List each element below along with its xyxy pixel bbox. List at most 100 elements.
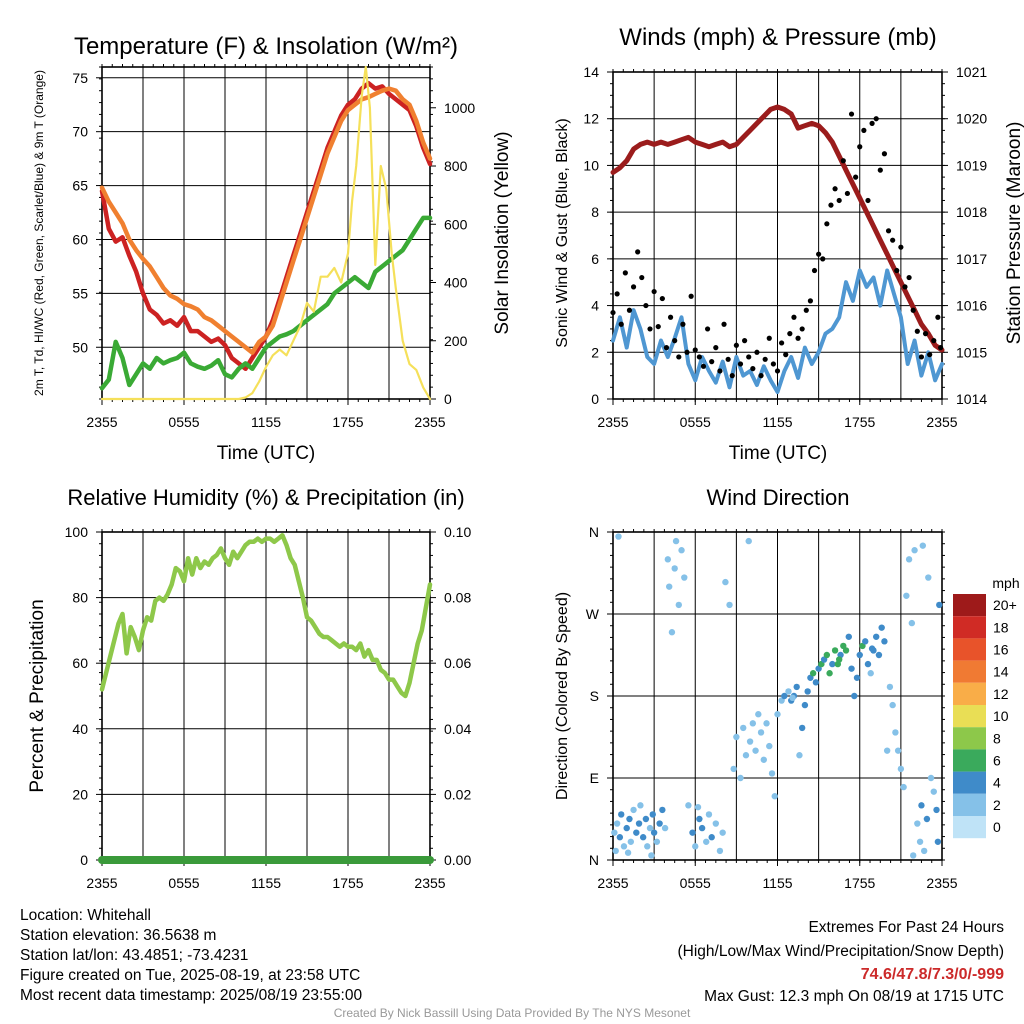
legend-swatch [953,616,986,639]
direction-point [664,556,672,563]
y-tick-label: 70 [72,124,88,140]
direction-point [623,824,630,832]
gust-point [721,321,727,327]
y-tick-label: 60 [72,655,88,671]
x-tick-label: 1755 [844,875,875,891]
direction-point [666,583,673,590]
y-tick-label: 0 [80,852,88,868]
x-tick-label: 1155 [251,414,281,430]
direction-point [689,829,696,836]
gust-point [643,302,649,309]
direction-point [675,601,682,609]
y-tick-label: 50 [72,339,88,355]
direction-point [746,738,754,745]
direction-point [757,729,765,736]
gust-point [610,309,616,316]
legend-label: 6 [993,753,1001,769]
direction-point [867,670,874,677]
gust-point [770,361,776,367]
direction-point [812,679,820,686]
direction-point [829,660,836,668]
legend-label: 18 [993,619,1009,635]
y-tick-label: 4 [591,298,599,314]
speed-legend: mph 20+ 18 16 14 12 10 8 6 4 2 0 [953,575,1020,839]
direction-point [716,847,724,855]
panel-3: Relative Humidity (%) & Precipitation (i… [27,485,471,891]
direction-point [708,834,715,841]
gust-point [869,120,875,126]
gust-point [783,352,789,358]
gust-point [725,356,731,362]
series-maroon [610,104,945,353]
gust-point [861,127,867,133]
gust-point [935,314,941,320]
direction-point [809,670,817,677]
direction-point [646,824,654,832]
y-tick-label: 65 [72,178,88,194]
legend-swatch [953,771,986,794]
direction-point [798,724,806,732]
y-tick-label: 12 [583,111,599,127]
gust-point [758,373,764,379]
gust-point [696,354,702,360]
direction-point [726,601,733,609]
x-tick-label: 2355 [86,875,117,891]
y2-tick-label: 1021 [956,64,987,80]
direction-point [740,724,747,732]
direction-point [897,765,905,773]
direction-point [611,829,618,836]
gust-point [890,237,896,243]
y-tick-label: 100 [65,524,89,540]
gust-point [717,368,723,374]
direction-point [703,838,710,845]
gust-point [816,251,822,257]
direction-point [905,556,913,563]
plot-frame [101,66,431,400]
y2-tick-label: 0.02 [444,786,471,802]
x-tick-label: 2355 [597,414,628,430]
direction-point [678,547,685,554]
x-tick-label: 2355 [597,875,628,891]
y-tick-label: N [589,524,599,540]
gust-point [750,366,756,372]
gust-point [737,361,744,367]
legend-label: 4 [993,775,1001,791]
gust-point [655,323,661,330]
direction-point [650,829,658,836]
direction-point [881,638,888,645]
direction-point [875,651,883,659]
extremes-fields: (High/Low/Max Wind/Precipitation/Snow De… [677,943,1005,960]
plot-frame [612,531,943,861]
direction-point [653,838,661,845]
gust-point [713,345,719,351]
gust-point [828,202,834,208]
y2-tick-label: 1016 [956,298,987,314]
direction-point [719,829,726,836]
direction-point [745,537,752,545]
gust-point [803,307,809,313]
legend-swatch [953,749,986,772]
gust-point [799,326,805,332]
direction-point [864,660,872,668]
y-tick-label: 10 [583,157,599,173]
direction-point [771,793,778,800]
direction-point [620,843,628,850]
direction-point [722,578,729,586]
legend-label: 8 [993,730,1001,746]
direction-point [668,629,676,636]
direction-point [835,656,843,663]
direction-point [760,756,767,763]
gust-point [902,284,908,290]
gust-point [910,307,916,313]
gust-point [931,338,937,344]
direction-point [911,547,918,554]
gust-point [680,321,686,327]
chart-title: Winds (mph) & Pressure (mb) [619,24,936,51]
y-tick-label: E [590,770,599,786]
direction-point [886,683,894,691]
direction-point [659,806,666,814]
x-tick-label: 2355 [926,414,957,430]
gust-point [836,197,842,204]
x-tick-label: 2355 [926,875,957,891]
series-green [99,215,433,391]
